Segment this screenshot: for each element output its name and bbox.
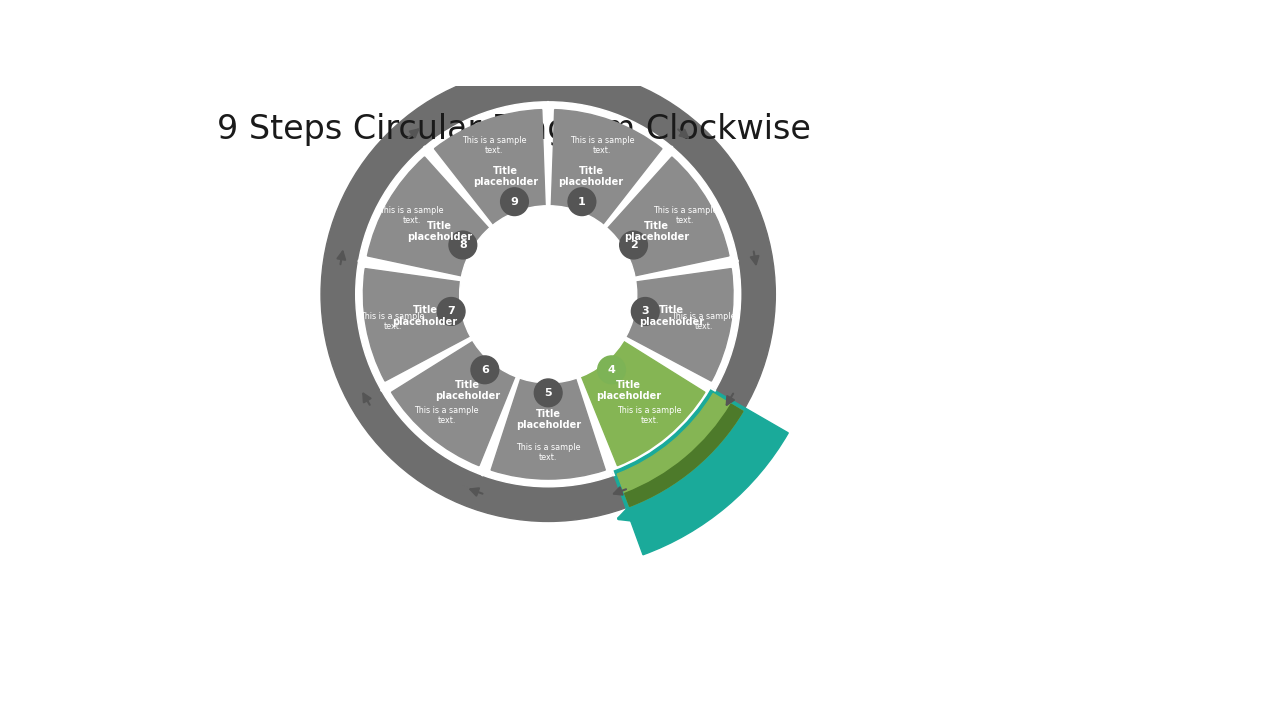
- Text: This is a sample
text.: This is a sample text.: [361, 312, 425, 331]
- Text: 8: 8: [460, 240, 467, 250]
- Wedge shape: [367, 157, 489, 276]
- Text: Title
placeholder: Title placeholder: [623, 221, 689, 243]
- Wedge shape: [581, 341, 705, 466]
- Text: 6: 6: [481, 365, 489, 375]
- Circle shape: [534, 379, 562, 407]
- Text: This is a sample
text.: This is a sample text.: [617, 405, 682, 425]
- Circle shape: [356, 102, 741, 487]
- Wedge shape: [626, 269, 733, 381]
- Circle shape: [438, 297, 465, 325]
- Wedge shape: [434, 109, 545, 225]
- Text: Title
placeholder: Title placeholder: [516, 409, 581, 430]
- Wedge shape: [364, 269, 470, 381]
- Circle shape: [460, 206, 636, 383]
- Circle shape: [631, 297, 659, 325]
- Wedge shape: [625, 404, 742, 506]
- Text: Title
placeholder: Title placeholder: [393, 305, 457, 327]
- Text: This is a sample
text.: This is a sample text.: [653, 206, 717, 225]
- Circle shape: [598, 356, 626, 384]
- Wedge shape: [492, 379, 605, 479]
- Text: This is a sample
text.: This is a sample text.: [462, 137, 526, 156]
- Text: 9: 9: [511, 197, 518, 207]
- Text: This is a sample
text.: This is a sample text.: [516, 443, 580, 462]
- Wedge shape: [392, 341, 515, 466]
- Text: 9 Steps Circular Diagram Clockwise: 9 Steps Circular Diagram Clockwise: [218, 113, 812, 146]
- Text: 3: 3: [641, 307, 649, 316]
- Text: This is a sample
text.: This is a sample text.: [672, 312, 736, 331]
- Text: This is a sample
text.: This is a sample text.: [379, 206, 444, 225]
- Wedge shape: [617, 393, 742, 506]
- Text: 4: 4: [608, 365, 616, 375]
- Circle shape: [500, 188, 529, 215]
- Wedge shape: [608, 157, 730, 276]
- Circle shape: [620, 231, 648, 259]
- Wedge shape: [552, 109, 662, 225]
- Circle shape: [471, 356, 499, 384]
- Text: Title
placeholder: Title placeholder: [472, 166, 538, 187]
- Text: 2: 2: [630, 240, 637, 250]
- Text: This is a sample
text.: This is a sample text.: [415, 405, 479, 425]
- Wedge shape: [613, 389, 788, 555]
- Text: 7: 7: [447, 307, 454, 316]
- Text: Title
placeholder: Title placeholder: [558, 166, 623, 187]
- Circle shape: [449, 231, 476, 259]
- Text: 5: 5: [544, 388, 552, 398]
- Text: Title
placeholder: Title placeholder: [407, 221, 472, 243]
- Text: Title
placeholder: Title placeholder: [596, 379, 662, 401]
- Text: Title
placeholder: Title placeholder: [639, 305, 704, 327]
- Text: This is a sample
text.: This is a sample text.: [570, 137, 635, 156]
- Text: Title
placeholder: Title placeholder: [435, 379, 500, 401]
- Text: 1: 1: [579, 197, 586, 207]
- Circle shape: [321, 67, 776, 521]
- Circle shape: [568, 188, 595, 215]
